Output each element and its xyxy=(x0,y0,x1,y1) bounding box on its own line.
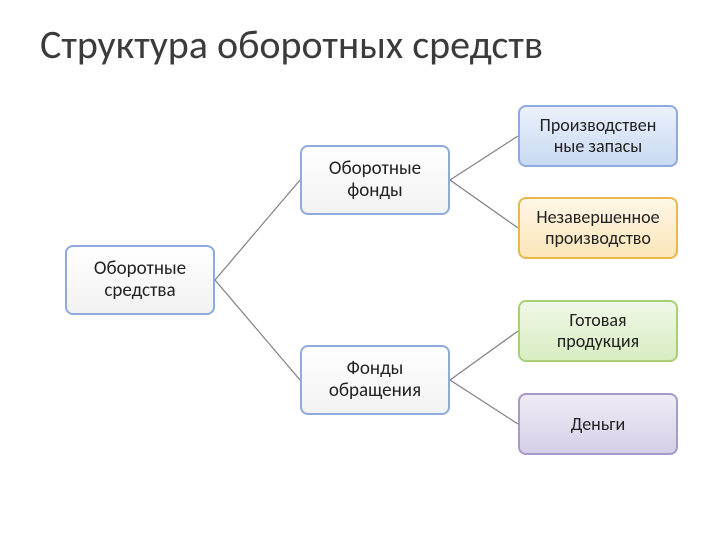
page-title: Структура оборотных средств xyxy=(40,20,543,69)
diagram-node-leaf3: Готовая продукция xyxy=(518,300,678,362)
diagram-node-root: Оборотные средства xyxy=(65,245,215,315)
edge-root-funds1 xyxy=(215,180,300,280)
edge-funds2-leaf4 xyxy=(450,380,518,424)
diagram-node-funds2: Фонды обращения xyxy=(300,345,450,415)
diagram-node-leaf2: Незавершенное производство xyxy=(518,197,678,259)
diagram-node-leaf4: Деньги xyxy=(518,393,678,455)
diagram-node-leaf1: Производствен ные запасы xyxy=(518,105,678,167)
diagram-node-funds1: Оборотные фонды xyxy=(300,145,450,215)
edge-funds1-leaf1 xyxy=(450,136,518,180)
edge-funds2-leaf3 xyxy=(450,331,518,380)
edge-funds1-leaf2 xyxy=(450,180,518,228)
edge-root-funds2 xyxy=(215,280,300,380)
